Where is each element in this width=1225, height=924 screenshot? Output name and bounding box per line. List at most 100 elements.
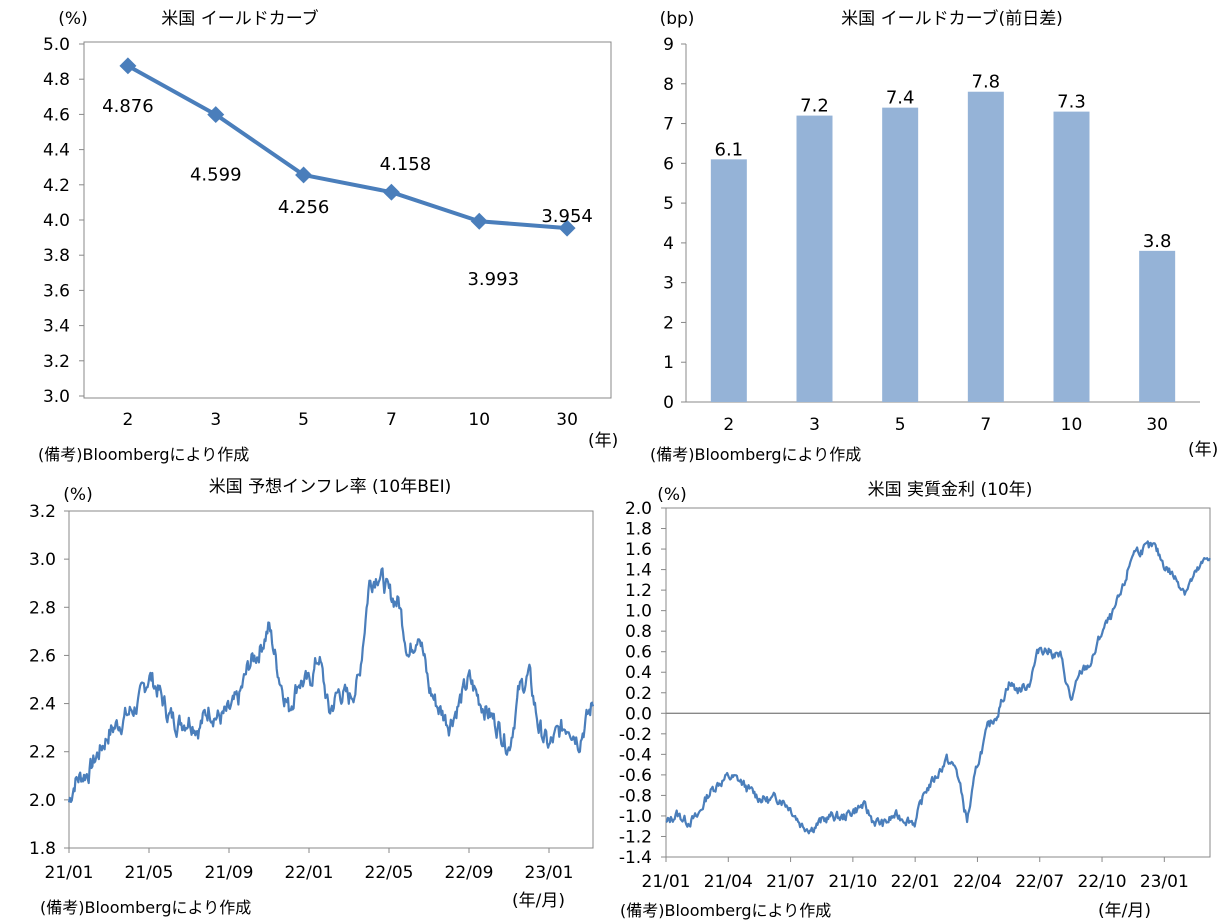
yield-curve-chart: (%) 米国 イールドカーブ 3.0 3.2 3.4 3.6 3.8 4.0 4.2 4.4 4… — [38, 8, 618, 464]
yield-change-y-tick-label: 2 — [663, 313, 674, 333]
yield-curve-point-marker — [558, 219, 576, 237]
real-rate-y-tick-label: 0.8 — [625, 622, 652, 642]
yield-curve-data-label: 3.954 — [541, 206, 593, 227]
yield-change-y-tick-label: 3 — [663, 274, 674, 294]
real-rate-y-tick-label: 1.6 — [625, 540, 652, 560]
real-rate-y-tick-label: -0.2 — [619, 725, 652, 745]
bei-x-tick-label: 22/05 — [365, 863, 414, 883]
real-rate-y-tick-label: -1.2 — [619, 827, 652, 847]
yield-change-data-label: 3.8 — [1143, 231, 1172, 252]
real-rate-y-tick-label: 0.2 — [625, 684, 652, 704]
yield-curve-y-tick-label: 4.8 — [43, 70, 70, 90]
yield-curve-x-tick-label: 3 — [210, 410, 221, 430]
yield-curve-x-tick-label: 5 — [298, 410, 309, 430]
yield-change-x-tick-label: 3 — [809, 415, 820, 435]
bei-chart: (%) 米国 予想インフレ率 (10年BEI) 1.8 2.0 2.2 2.4 2.6 2… — [29, 477, 595, 917]
yield-change-data-label: 7.4 — [886, 88, 915, 109]
yield-curve-data-label: 4.599 — [190, 165, 242, 186]
yield-change-source-note: (備考)Bloombergにより作成 — [650, 445, 861, 464]
real-rate-y-tick-label: -0.8 — [619, 786, 652, 806]
yield-curve-data-label: 4.158 — [380, 154, 432, 175]
yield-curve-data-label: 3.993 — [467, 269, 519, 290]
real-rate-chart: (%) 米国 実質金利 (10年) -1.4-1.2-1.0-0.8-0.6-0… — [619, 480, 1211, 921]
real-rate-y-tick-label: -1.4 — [619, 848, 652, 868]
real-rate-x-tick-label: 23/01 — [1140, 872, 1189, 892]
yield-change-y-tick-label: 9 — [663, 35, 674, 55]
bei-x-tick-label: 21/09 — [205, 863, 254, 883]
yield-curve-y-tick-label: 4.6 — [43, 105, 70, 125]
bei-x-tick-label: 22/01 — [285, 863, 334, 883]
yield-curve-y-tick-label: 3.4 — [43, 317, 70, 337]
real-rate-y-tick-label: -0.6 — [619, 766, 652, 786]
yield-change-data-label: 6.1 — [715, 139, 744, 160]
real-rate-y-tick-label: 0.6 — [625, 643, 652, 663]
yield-curve-y-tick-label: 3.0 — [43, 387, 70, 407]
real-rate-series-line — [665, 540, 1211, 835]
yield-curve-point-marker — [207, 106, 225, 124]
yield-curve-series-line — [126, 64, 568, 231]
yield-curve-point-marker — [295, 166, 313, 184]
yield-curve-y-tick-label: 4.0 — [43, 211, 70, 231]
real-rate-x-tick-label: 22/10 — [1078, 872, 1127, 892]
yield-curve-x-tick-label: 2 — [123, 410, 134, 430]
real-rate-y-tick-label: -0.4 — [619, 745, 652, 765]
real-rate-y-unit: (%) — [657, 485, 686, 505]
bei-x-tick-label: 21/05 — [125, 863, 174, 883]
yield-change-data-label: 7.2 — [800, 96, 829, 117]
real-rate-y-tick-label: 0.4 — [625, 663, 652, 683]
yield-curve-y-tick-label: 5.0 — [43, 35, 70, 55]
real-rate-x-tick-label: 22/07 — [1015, 872, 1064, 892]
yield-change-data-label: 7.3 — [1057, 92, 1086, 113]
yield-change-x-tick-label: 5 — [895, 415, 906, 435]
bei-plot-area — [68, 510, 594, 849]
real-rate-y-tick-label: 1.8 — [625, 520, 652, 540]
yield-curve-data-label: 4.876 — [102, 96, 154, 117]
real-rate-y-tick-label: 2.0 — [625, 499, 652, 519]
real-rate-y-tick-label: -1.0 — [619, 807, 652, 827]
bei-title: 米国 予想インフレ率 (10年BEI) — [209, 477, 452, 497]
yield-change-y-tick-label: 1 — [663, 353, 674, 373]
real-rate-x-tick-label: 21/04 — [704, 872, 753, 892]
yield-curve-plot-area — [83, 41, 612, 399]
yield-change-chart: (bp) 米国 イールドカーブ(前日差) 0 1 2 3 4 5 6 7 8 9 6.1 2 7.2 3… — [650, 8, 1218, 464]
bei-source-note: (備考)Bloombergにより作成 — [40, 898, 251, 917]
bei-y-tick-label: 3.0 — [29, 550, 56, 570]
yield-curve-x-unit: (年) — [588, 431, 618, 451]
real-rate-x-tick-label: 21/10 — [828, 872, 877, 892]
yield-change-y-tick-label: 6 — [663, 154, 674, 174]
yield-curve-source-note: (備考)Bloombergにより作成 — [38, 445, 249, 464]
real-rate-source-note: (備考)Bloombergにより作成 — [620, 901, 831, 920]
yield-change-bar — [710, 159, 747, 402]
yield-curve-y-tick-label: 3.2 — [43, 352, 70, 372]
bei-y-tick-label: 3.2 — [29, 502, 56, 522]
yield-change-x-tick-label: 2 — [723, 415, 734, 435]
bei-y-tick-label: 2.6 — [29, 646, 56, 666]
yield-change-bar — [796, 115, 833, 402]
yield-change-title: 米国 イールドカーブ(前日差) — [841, 8, 1063, 29]
bei-series-line — [67, 567, 595, 804]
yield-curve-y-tick-label: 4.4 — [43, 141, 70, 161]
yield-change-y-tick-label: 8 — [663, 75, 674, 95]
yield-curve-y-unit: (%) — [58, 9, 87, 29]
yield-curve-y-tick-label: 4.2 — [43, 176, 70, 196]
yield-change-bar — [1053, 111, 1090, 402]
yield-curve-x-tick-label: 7 — [386, 410, 397, 430]
yield-change-bar — [1139, 250, 1176, 402]
yield-curve-y-tick-label: 3.6 — [43, 281, 70, 301]
bei-y-tick-label: 2.2 — [29, 743, 56, 763]
bei-x-tick-label: 21/01 — [45, 863, 94, 883]
yield-change-y-tick-label: 4 — [663, 234, 674, 254]
yield-change-bar — [967, 91, 1004, 402]
yield-change-y-unit: (bp) — [660, 9, 695, 29]
real-rate-x-tick-label: 21/01 — [642, 872, 691, 892]
real-rate-plot-area — [665, 507, 1211, 858]
yield-change-y-tick-label: 0 — [663, 393, 674, 413]
real-rate-x-unit: (年/月) — [1098, 901, 1151, 921]
bei-y-tick-label: 2.0 — [29, 791, 56, 811]
real-rate-x-tick-label: 22/01 — [891, 872, 940, 892]
yield-curve-y-tick-label: 3.8 — [43, 246, 70, 266]
yield-change-x-tick-label: 10 — [1061, 415, 1083, 435]
bei-y-unit: (%) — [63, 485, 92, 505]
yield-change-x-tick-label: 7 — [980, 415, 991, 435]
